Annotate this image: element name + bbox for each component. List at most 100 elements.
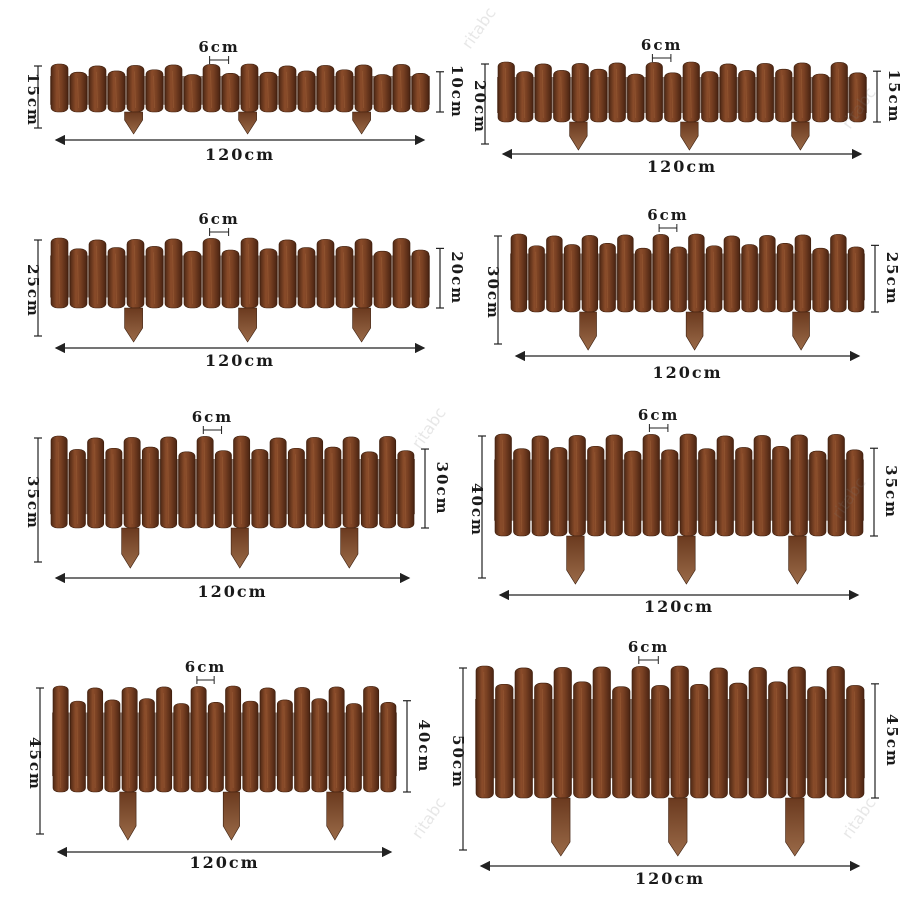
length-label: 120cm xyxy=(205,145,275,164)
ground-stake xyxy=(222,791,240,841)
fence-picket xyxy=(698,448,716,537)
wood-grain xyxy=(520,454,523,533)
fence-picket xyxy=(269,437,287,529)
fence-picket xyxy=(826,666,845,799)
wood-grain xyxy=(267,254,269,305)
fence-picket xyxy=(141,446,159,529)
wood-grain xyxy=(248,69,250,109)
wood-grain xyxy=(575,441,578,533)
fence-picket xyxy=(723,235,741,313)
back-rail xyxy=(497,77,867,113)
fence-picket xyxy=(160,436,178,529)
fence-picket xyxy=(809,450,827,537)
fence-picket xyxy=(807,686,826,799)
wood-grain xyxy=(96,245,98,305)
back-rail xyxy=(50,459,415,515)
back-rail xyxy=(52,712,397,777)
fence-picket xyxy=(776,243,794,313)
picket-width-label: 6cm xyxy=(185,658,226,676)
wood-grain xyxy=(153,75,155,109)
wood-grain xyxy=(522,673,525,795)
fence-picket xyxy=(513,448,531,537)
wood-grain xyxy=(705,454,708,533)
fence-picket xyxy=(510,233,528,313)
ground-stake xyxy=(352,307,371,343)
fence-picket xyxy=(202,64,221,113)
fence-picket xyxy=(287,447,305,529)
fence-picket xyxy=(664,72,682,123)
ground-stake xyxy=(124,111,143,135)
ground-stake xyxy=(121,527,140,569)
wood-grain xyxy=(557,453,560,533)
fence-picket xyxy=(827,434,845,537)
wood-grain xyxy=(93,693,96,789)
wood-grain xyxy=(343,75,345,109)
wood-grain xyxy=(229,255,231,305)
wood-grain xyxy=(352,709,355,789)
wood-grain xyxy=(619,692,622,795)
fence-picket xyxy=(88,239,107,309)
fence-picket xyxy=(411,249,430,309)
fence-picket xyxy=(756,63,774,123)
fence-picket xyxy=(278,239,297,309)
fence-picket xyxy=(311,698,328,793)
fence-picket xyxy=(68,449,86,529)
fence-picket xyxy=(173,703,190,793)
wood-grain xyxy=(631,457,634,533)
wood-grain xyxy=(760,441,763,533)
ground-stake xyxy=(326,791,344,841)
fence-picket xyxy=(847,246,865,313)
wood-grain xyxy=(283,705,286,789)
wood-grain xyxy=(819,254,821,309)
fence-picket xyxy=(259,687,276,793)
wood-grain xyxy=(837,68,840,119)
wood-grain xyxy=(553,241,555,309)
fence-picket xyxy=(768,681,787,799)
wood-grain xyxy=(782,75,785,119)
wood-grain xyxy=(167,442,169,525)
fence-picket xyxy=(599,243,616,313)
fence-picket xyxy=(360,451,378,529)
wood-grain xyxy=(130,443,133,525)
wood-grain xyxy=(400,244,402,305)
wood-grain xyxy=(386,442,388,525)
wood-grain xyxy=(600,672,603,795)
fence-picket xyxy=(849,72,867,123)
fence-picket xyxy=(645,62,663,123)
fence-panel-1: 6cm 120cm 15cm 10cm xyxy=(24,38,466,164)
wood-grain xyxy=(58,69,60,109)
length-label: 120cm xyxy=(652,363,722,382)
back-rail xyxy=(510,253,865,301)
wood-grain xyxy=(305,253,307,305)
wood-grain xyxy=(717,673,720,795)
wood-grain xyxy=(404,456,407,525)
fence-picket xyxy=(392,238,411,309)
wood-grain xyxy=(77,254,79,305)
wood-grain xyxy=(783,249,786,309)
wood-grain xyxy=(678,671,681,795)
fence-picket xyxy=(164,238,183,309)
fence-picket xyxy=(528,245,545,313)
wood-grain xyxy=(305,76,307,109)
wood-grain xyxy=(362,70,364,109)
fence-picket xyxy=(830,62,848,123)
wood-grain xyxy=(349,442,352,525)
fence-picket xyxy=(563,244,581,313)
fence-picket xyxy=(105,447,123,529)
fence-picket xyxy=(617,234,634,313)
fence-picket xyxy=(373,250,392,309)
wood-grain xyxy=(300,693,303,789)
picket-width-label: 6cm xyxy=(647,206,688,224)
fence-picket xyxy=(531,435,549,537)
fence-picket xyxy=(52,685,69,793)
wood-grain xyxy=(295,454,297,525)
fence-picket xyxy=(812,247,829,313)
right-height-label: 35cm xyxy=(882,465,900,519)
wood-grain xyxy=(801,240,804,309)
fence-picket xyxy=(259,248,278,309)
length-label: 120cm xyxy=(205,351,275,370)
left-height-label: 20cm xyxy=(471,80,489,134)
wood-grain xyxy=(856,78,859,119)
wood-grain xyxy=(561,673,564,795)
